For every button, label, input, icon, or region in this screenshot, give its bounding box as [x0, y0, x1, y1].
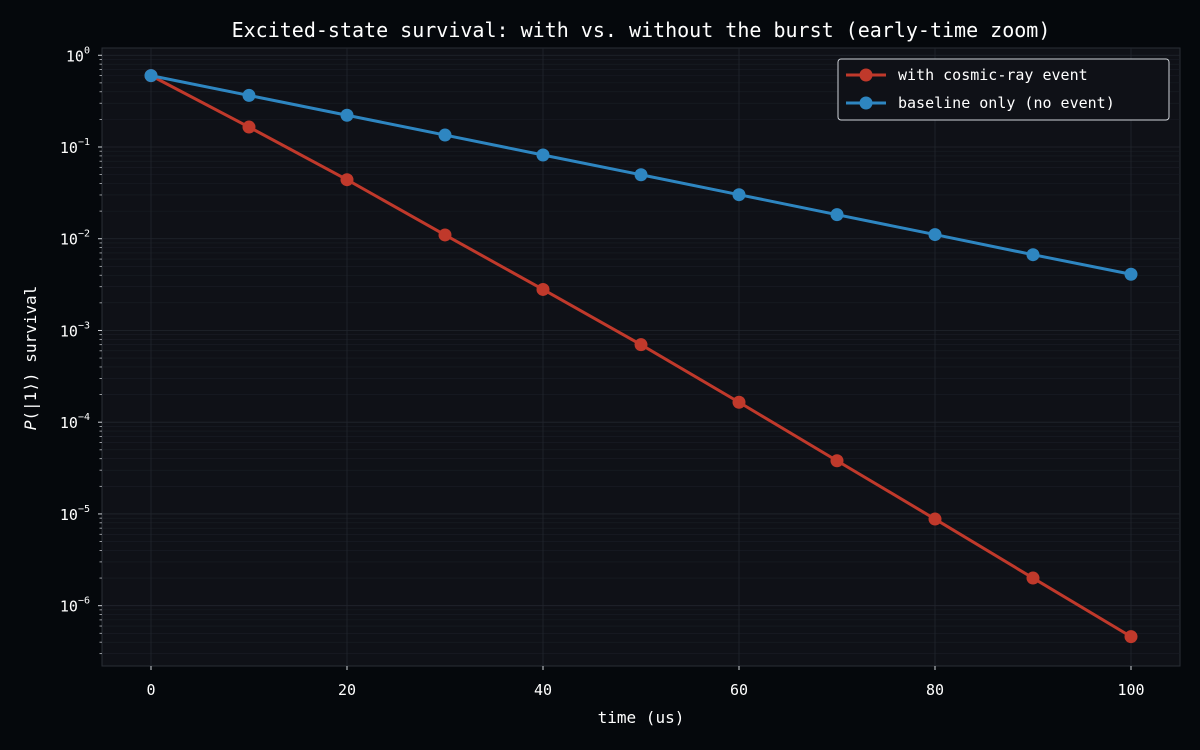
legend-label-1: with cosmic-ray event: [898, 66, 1088, 84]
data-point: [340, 173, 354, 187]
y-axis-label-rest: (|1⟩) survival: [21, 286, 40, 421]
data-point: [732, 395, 746, 409]
plot-area: [101, 47, 1181, 667]
data-point: [1124, 630, 1138, 644]
series-layer: [144, 69, 1138, 644]
data-point: [536, 282, 550, 296]
y-tick-label: 10−1: [60, 137, 90, 157]
legend-label-2: baseline only (no event): [898, 94, 1115, 112]
x-tick-label: 100: [1117, 681, 1144, 699]
x-tick-label: 20: [338, 681, 356, 699]
x-tick-label: 40: [534, 681, 552, 699]
legend-marker-2: [859, 96, 873, 110]
data-point: [242, 120, 256, 134]
series-2: [144, 69, 1138, 281]
y-tick-label: 100: [66, 45, 90, 65]
legend-marker-1: [859, 68, 873, 82]
x-tick-label: 80: [926, 681, 944, 699]
x-tick-label: 60: [730, 681, 748, 699]
y-tick-label: 10−5: [60, 504, 90, 524]
data-point: [732, 188, 746, 202]
data-point: [830, 454, 844, 468]
data-point: [928, 512, 942, 526]
x-axis-label: time (us): [598, 708, 685, 727]
x-axis-ticks: 0 20 40 60 80 100: [146, 666, 1145, 699]
major-gridlines: [102, 48, 1180, 666]
x-tick-label: 0: [146, 681, 155, 699]
y-tick-label: 10−3: [60, 320, 90, 340]
data-point: [634, 338, 648, 352]
y-tick-label: 10−4: [60, 412, 90, 432]
data-point: [634, 168, 648, 182]
data-point: [1026, 571, 1040, 585]
legend-box: [837, 58, 1170, 121]
data-point: [830, 208, 844, 222]
y-axis-ticks: 100 10−1 10−2 10−3 10−4 10−5 10−6: [60, 45, 102, 655]
data-point: [928, 228, 942, 242]
data-point: [536, 148, 550, 162]
y-axis-label: P(|1⟩) survival: [21, 286, 40, 431]
data-point: [438, 128, 452, 142]
data-point: [340, 108, 354, 122]
legend: with cosmic-ray event baseline only (no e…: [837, 58, 1170, 121]
y-tick-label: 10−2: [60, 229, 90, 249]
data-point: [242, 88, 256, 102]
y-tick-label: 10−6: [60, 596, 90, 616]
data-point: [1026, 248, 1040, 262]
minor-gridlines: [102, 59, 1180, 654]
data-point: [144, 69, 158, 83]
data-point: [438, 228, 452, 242]
chart-title: Excited-state survival: with vs. without…: [232, 18, 1051, 42]
y-axis-label-italic: P: [21, 420, 40, 430]
data-point: [1124, 267, 1138, 281]
